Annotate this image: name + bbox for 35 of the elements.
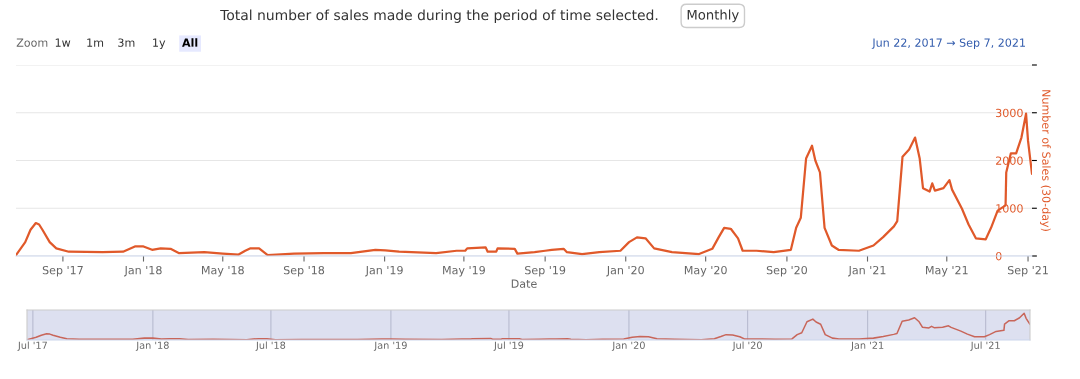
text: 3m	[118, 38, 135, 47]
x-tick-label: May '21	[926, 265, 968, 277]
chart-title: Total number of sales made during the period of time selected.	[220, 9, 658, 23]
x-tick-label: Sep '21	[1007, 265, 1048, 277]
x-tick-label: Jan '18	[135, 341, 169, 351]
y-tick-label: 3000	[996, 108, 1023, 118]
x-tick-label: Jan '21	[848, 265, 886, 277]
x-tick-label: Sep '18	[283, 265, 325, 277]
x-tick-label: Sep '20	[766, 265, 808, 277]
x-axis-title: Date	[511, 279, 537, 288]
text: Jun 22, 2017 → Sep 7, 2021	[871, 38, 1025, 49]
text: 1y	[153, 38, 166, 49]
x-tick-label: Jul '17	[17, 341, 47, 351]
x-tick-label: Jul '19	[493, 341, 524, 351]
x-tick-label: Jan '19	[373, 341, 407, 351]
x-tick-label: Jul '18	[255, 341, 286, 351]
x-tick-label: Jul '21	[970, 341, 1000, 351]
x-tick-label: Sep '17	[42, 265, 83, 277]
x-tick-label: Sep '19	[525, 265, 566, 277]
text: 1w	[55, 38, 71, 47]
x-tick-label: May '20	[684, 265, 727, 277]
x-tick-label: May '19	[443, 265, 485, 277]
x-tick-label: May '18	[202, 265, 244, 277]
x-tick-label: Jan '20	[606, 265, 644, 277]
text: Zoom	[16, 38, 48, 47]
text: Monthly	[687, 9, 739, 23]
x-tick-label: Jan '20	[611, 341, 645, 351]
x-tick-label: Jan '18	[123, 265, 162, 277]
y-axis-title: Number of Sales (30-day)	[1040, 90, 1051, 231]
x-tick-label: Jan '21	[850, 341, 884, 351]
text: All	[182, 38, 198, 47]
y-tick-label: 0	[995, 251, 1002, 261]
text: 1m	[87, 38, 104, 47]
x-tick-label: Jan '19	[365, 265, 403, 277]
x-tick-label: Jul '20	[732, 341, 762, 351]
